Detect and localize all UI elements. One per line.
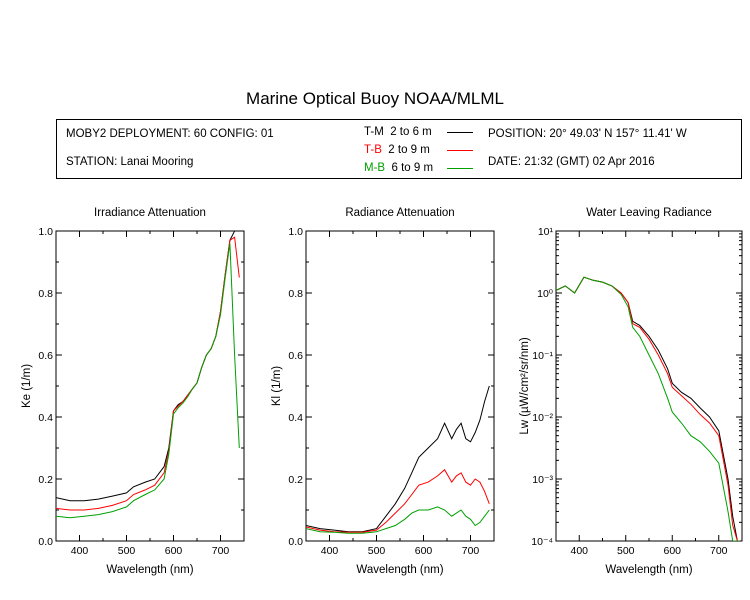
x-tick-label: 700	[462, 545, 480, 557]
legend-item-mb: M-B 6 to 9 m	[364, 162, 433, 174]
legend-range: 2 to 9 m	[388, 144, 430, 156]
x-tick-label: 500	[617, 545, 635, 557]
y-tick-label: 0.6	[288, 350, 303, 362]
legend-line-tb	[447, 150, 473, 151]
panel-title: Water Leaving Radiance	[586, 207, 712, 219]
y-tick-label: 0.4	[38, 412, 53, 424]
x-tick-label: 600	[165, 545, 183, 557]
y-tick-label: 10⁻¹	[532, 350, 553, 362]
legend-item-tm: T-M 2 to 6 m	[364, 126, 432, 138]
y-tick-label: 10⁻²	[532, 412, 553, 424]
y-tick-label: 1.0	[288, 226, 303, 238]
panel-title: Irradiance Attenuation	[94, 207, 206, 219]
date-text: DATE: 21:32 (GMT) 02 Apr 2016	[488, 156, 655, 168]
x-tick-label: 700	[710, 545, 728, 557]
y-tick-label: 1.0	[38, 226, 53, 238]
legend-line-tm	[447, 132, 473, 133]
position-text: POSITION: 20° 49.03' N 157° 11.41' W	[488, 128, 687, 140]
y-tick-label: 0.8	[288, 288, 303, 300]
x-axis-label: Wavelength (nm)	[605, 564, 692, 576]
y-tick-label: 10⁻³	[532, 474, 553, 486]
y-tick-label: 0.2	[38, 474, 53, 486]
x-tick-label: 400	[321, 545, 339, 557]
x-axis-label: Wavelength (nm)	[106, 564, 193, 576]
series-line-t-b	[56, 236, 240, 511]
plot-frame	[55, 230, 245, 542]
y-tick-label: 0.8	[38, 288, 53, 300]
station-text: STATION: Lanai Mooring	[66, 156, 194, 168]
deployment-text: MOBY2 DEPLOYMENT: 60 CONFIG: 01	[66, 128, 274, 140]
x-tick-label: 600	[663, 545, 681, 557]
x-axis-label: Wavelength (nm)	[356, 564, 443, 576]
x-tick-label: 400	[71, 545, 89, 557]
legend-label: M-B	[364, 162, 386, 174]
y-tick-label: 10¹	[538, 226, 554, 238]
series-line-t-b	[556, 276, 740, 541]
info-box: MOBY2 DEPLOYMENT: 60 CONFIG: 01 STATION:…	[56, 119, 742, 179]
y-tick-label: 0.0	[38, 536, 53, 548]
x-tick-label: 500	[368, 545, 386, 557]
legend-label: T-M	[364, 126, 384, 138]
y-tick-label: 0.2	[288, 474, 303, 486]
y-tick-label: 0.6	[38, 350, 53, 362]
y-axis-label: Lw (µW/cm²/sr/nm)	[519, 337, 531, 435]
legend-range: 2 to 6 m	[390, 126, 432, 138]
legend-label: T-B	[364, 144, 382, 156]
legend-line-mb	[447, 168, 473, 169]
x-tick-label: 600	[415, 545, 433, 557]
panel-title: Radiance Attenuation	[345, 207, 454, 219]
x-tick-label: 500	[118, 545, 136, 557]
y-tick-label: 10⁻⁴	[531, 536, 553, 548]
series-line-t-b	[306, 468, 490, 533]
y-axis-label: Ke (1/m)	[21, 364, 33, 408]
y-tick-label: 0.0	[288, 536, 303, 548]
legend-item-tb: T-B 2 to 9 m	[364, 144, 430, 156]
series-line-m-b	[56, 243, 240, 519]
series-line-m-b	[556, 276, 740, 541]
legend-range: 6 to 9 m	[391, 162, 434, 174]
x-tick-label: 400	[570, 545, 588, 557]
y-tick-label: 10⁰	[537, 288, 554, 300]
x-tick-label: 700	[212, 545, 230, 557]
chart-title: Marine Optical Buoy NOAA/MLML	[246, 89, 504, 108]
y-tick-label: 0.4	[288, 412, 303, 424]
series-line-m-b	[306, 506, 490, 534]
plot-frame	[305, 230, 495, 542]
series-line-t-m	[56, 231, 240, 502]
y-axis-label: Kl (1/m)	[271, 366, 283, 406]
series-line-t-m	[556, 276, 740, 541]
series-line-t-m	[306, 385, 490, 533]
